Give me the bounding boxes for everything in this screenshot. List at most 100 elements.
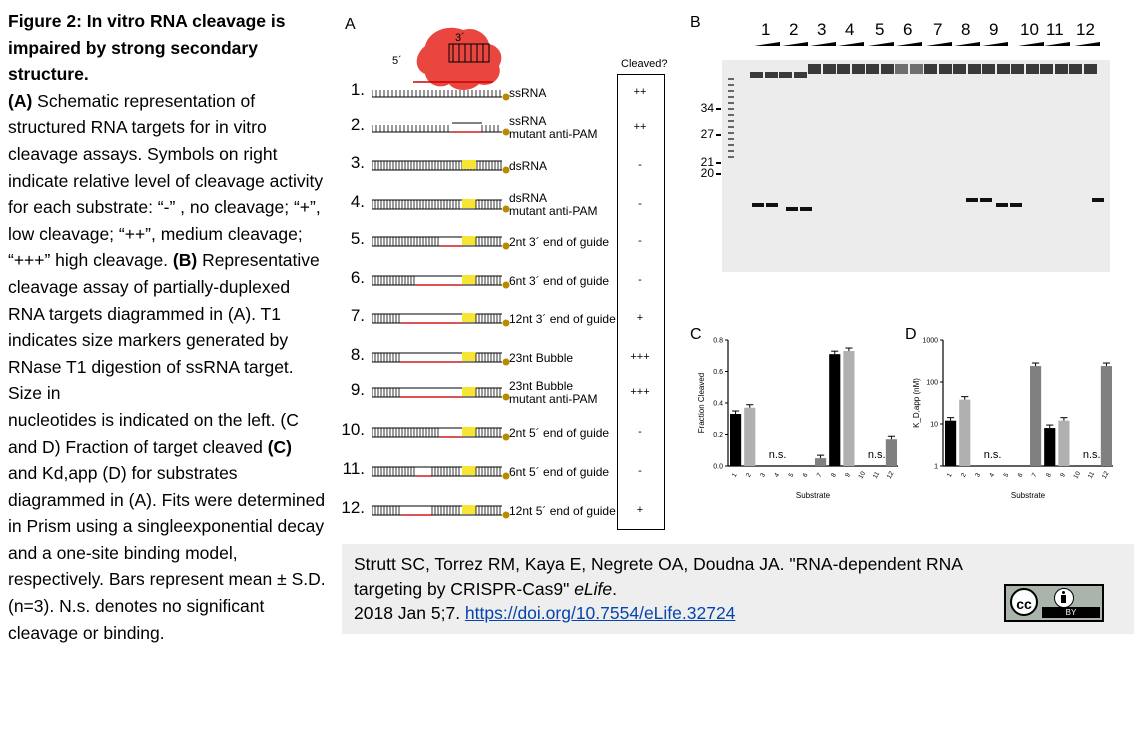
row-number: 5.	[350, 229, 365, 248]
ladder-band	[728, 78, 734, 80]
time-wedge	[810, 42, 836, 46]
x-tick-label: 6	[802, 472, 810, 479]
substrate-label-line2: mutant anti-PAM	[509, 127, 598, 141]
row-number: 3.	[350, 153, 365, 172]
substrate-label-line2: mutant anti-PAM	[509, 204, 598, 218]
ladder-band	[728, 102, 734, 104]
x-tick-label: 10	[1072, 470, 1082, 480]
substrate-label-line2: mutant anti-PAM	[509, 392, 598, 406]
x-tick-label: 7	[816, 472, 824, 479]
gel-band	[851, 64, 865, 74]
gel-band	[764, 72, 778, 78]
cleaved-header: Cleaved?	[621, 58, 668, 70]
panel-a-letter: A	[345, 16, 356, 33]
gel-band	[953, 64, 966, 74]
chart-c: 0.00.20.40.60.81 2 3 4 5 6 7 8 9 10 11 12n.s. n.s.Su…	[697, 338, 898, 500]
gel-band	[966, 198, 978, 202]
caption-label-b: (B)	[172, 250, 198, 271]
figure-caption: Figure 2: In vitro RNA cleavage is impai…	[8, 8, 326, 646]
bar	[885, 439, 897, 466]
bar	[815, 458, 827, 466]
substrate-label: 23nt Bubble	[509, 352, 573, 365]
rna-strand-icon	[372, 236, 510, 250]
gel-band	[800, 207, 812, 211]
time-wedge	[754, 42, 780, 46]
substrate-label: 2nt 3´ end of guide	[509, 236, 609, 249]
cleavage-level: -	[638, 159, 642, 171]
gel-band	[938, 64, 952, 74]
size-marker-tick	[716, 162, 721, 164]
panel-d-letter: D	[905, 326, 917, 343]
row-number: 4.	[350, 192, 365, 211]
substrate-label-line1: dsRNA	[509, 191, 548, 205]
substrate-label: 12nt 3´ end of guide	[509, 313, 616, 326]
gel-panel: 1 2 3 4 5 6 7 8 9 10 11 12 34 27 21 20	[690, 20, 1110, 275]
caption-text-c: and Kd,app (D) for substrates diagrammed…	[8, 463, 326, 643]
x-tick-label: 2	[960, 472, 968, 479]
gel-band	[793, 72, 807, 78]
ladder-band	[728, 126, 734, 128]
ladder-band	[728, 96, 734, 98]
lane-number: 11	[1046, 20, 1064, 39]
bar	[1100, 366, 1112, 466]
x-tick-label: 12	[1101, 470, 1111, 480]
row-number: 1.	[350, 80, 365, 99]
lane-number: 2	[789, 20, 799, 39]
by-label: BY	[1042, 607, 1100, 618]
x-tick-label: 3	[759, 472, 767, 479]
x-tick-label: 2	[745, 472, 753, 479]
y-tick-label: 0.8	[713, 338, 723, 345]
size-marker-tick	[716, 173, 721, 175]
size-marker-label: 20	[700, 166, 714, 180]
x-tick-label: 9	[844, 472, 852, 479]
substrate-row: 6. 6nt 3´ end of guide -	[335, 268, 685, 298]
cleavage-level: ++	[633, 86, 647, 98]
rna-strand-icon	[372, 427, 510, 441]
substrate-label: ssRNA mutant anti-PAM	[509, 115, 597, 141]
lane-number: 9	[989, 20, 999, 39]
gel-band	[1069, 64, 1082, 74]
panel-c-letter: C	[690, 326, 702, 343]
cleavage-level: -	[638, 465, 642, 477]
time-wedge	[782, 42, 808, 46]
substrate-label: 2nt 5´ end of guide	[509, 427, 609, 440]
gel-band	[924, 64, 937, 74]
y-tick-label: 1000	[922, 338, 938, 345]
rna-strand-icon	[372, 275, 510, 289]
row-number: 11.	[342, 459, 365, 478]
x-tick-label: 5	[1003, 472, 1011, 479]
doi-link[interactable]: https://doi.org/10.7554/eLife.32724	[464, 603, 736, 623]
ns-annotation: n.s.	[769, 449, 787, 461]
x-tick-label: 8	[1045, 472, 1053, 479]
cleavage-level: +++	[630, 386, 650, 398]
gel-band	[909, 64, 923, 74]
time-wedge	[838, 42, 864, 46]
row-number: 12.	[341, 498, 365, 517]
x-tick-label: 6	[1017, 472, 1025, 479]
size-marker-label: 27	[700, 127, 714, 141]
row-number: 9.	[350, 380, 365, 399]
substrate-label-line1: 2nt 5´ end of guide	[509, 426, 610, 440]
ladder-band	[728, 138, 734, 140]
gel-band	[895, 64, 908, 74]
substrate-row: 5. 2nt 3´ end of guide -	[335, 229, 685, 259]
bar	[829, 354, 841, 466]
x-tick-label: 4	[988, 472, 996, 479]
gel-band	[880, 64, 894, 74]
substrate-row: 1. ssRNA ++	[335, 80, 685, 110]
gel-band	[837, 64, 850, 74]
citation-journal: eLife	[574, 578, 613, 599]
citation-text: Strutt SC, Torrez RM, Kaya E, Negrete OA…	[354, 552, 963, 626]
row-number: 6.	[350, 268, 365, 287]
substrate-label: dsRNA mutant anti-PAM	[509, 192, 597, 218]
gel-band	[980, 198, 992, 202]
time-wedge	[982, 42, 1008, 46]
lane-number: 10	[1020, 20, 1039, 39]
cleavage-level: ++	[633, 121, 647, 133]
x-tick-label: 12	[886, 470, 896, 480]
x-tick-label: 5	[788, 472, 796, 479]
time-wedge	[868, 42, 894, 46]
row-number: 7.	[350, 306, 365, 325]
y-tick-label: 0.2	[713, 432, 723, 439]
cc-by-badge[interactable]: cc BY	[1004, 584, 1104, 622]
